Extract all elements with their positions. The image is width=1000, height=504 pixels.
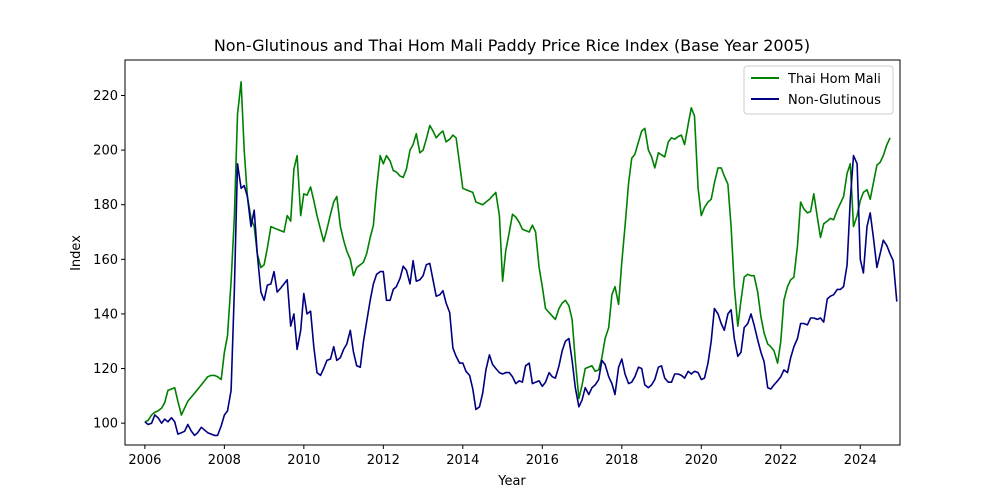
series-line-non-glutinous [144, 154, 898, 437]
y-tick-label: 220 [93, 89, 118, 104]
x-tick-label: 2014 [446, 453, 479, 468]
plot-frame [124, 59, 901, 446]
y-tick-label: 180 [93, 198, 118, 213]
legend-label-non-glutinous: Non-Glutinous [788, 93, 881, 108]
x-tick-label: 2022 [764, 453, 797, 468]
x-tick-label: 2012 [367, 453, 400, 468]
x-tick-label: 2016 [526, 453, 559, 468]
x-tick-label: 2006 [128, 453, 161, 468]
legend-frame [743, 65, 894, 115]
y-tick-label: 140 [93, 307, 118, 322]
chart-title: Non-Glutinous and Thai Hom Mali Paddy Pr… [214, 36, 810, 55]
y-tick-label: 120 [93, 362, 118, 377]
y-tick-label: 100 [93, 417, 118, 432]
y-tick-label: 160 [93, 253, 118, 268]
plot-lines [144, 81, 898, 437]
legend: Thai Hom Mali Non-Glutinous [743, 65, 894, 115]
x-tick-label: 2024 [844, 453, 877, 468]
x-axis: 2006 2008 2010 2012 2014 2016 2018 2020 2022 2024 [128, 445, 877, 468]
y-axis-label: Index [69, 235, 84, 271]
x-axis-label: Year [497, 474, 526, 489]
series-line-thai-hom-mali [144, 81, 891, 423]
y-tick-label: 200 [93, 144, 118, 159]
x-tick-label: 2008 [208, 453, 241, 468]
x-tick-label: 2020 [685, 453, 718, 468]
legend-label-thai-hom-mali: Thai Hom Mali [787, 72, 881, 87]
x-tick-label: 2018 [605, 453, 638, 468]
y-axis: 100 120 140 160 180 200 220 [93, 89, 125, 432]
x-tick-label: 2010 [287, 453, 320, 468]
